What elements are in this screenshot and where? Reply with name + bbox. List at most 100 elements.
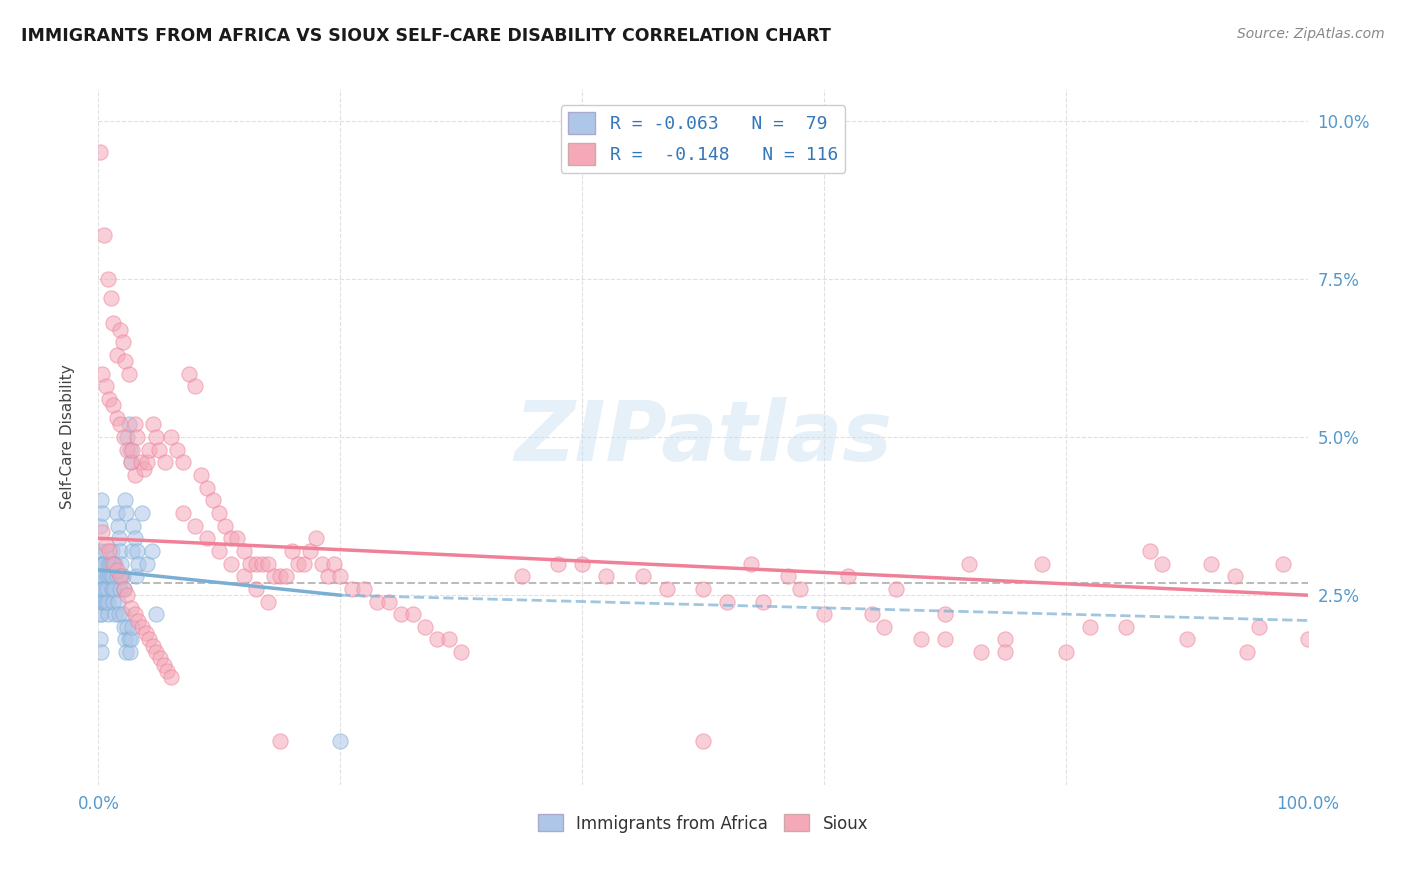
Point (287, 557, 309, 571)
Point (131, 506, 153, 520)
Point (100, 557, 122, 571)
Point (108, 322, 131, 336)
Point (105, 506, 128, 520)
Point (93, 557, 115, 571)
Point (125, 569, 148, 583)
Point (124, 531, 146, 545)
Point (105, 569, 128, 583)
Point (91, 557, 114, 571)
Point (100, 569, 122, 583)
Point (94, 538, 117, 552)
Point (141, 544, 163, 558)
Point (105, 563, 128, 577)
Point (89, 145, 111, 160)
Point (135, 626, 157, 640)
Point (105, 411, 128, 425)
Point (1249, 620, 1271, 634)
Point (886, 582, 908, 596)
Point (172, 506, 194, 520)
Point (97, 607, 120, 622)
Point (752, 594, 775, 608)
Point (91, 524, 114, 539)
Point (118, 417, 141, 432)
Point (89, 588, 111, 602)
Point (114, 493, 136, 508)
Point (93, 594, 115, 608)
Point (90, 575, 112, 590)
Point (118, 442, 141, 457)
Point (108, 582, 131, 596)
Point (103, 557, 125, 571)
Point (1223, 569, 1246, 583)
Point (145, 645, 167, 659)
Point (101, 316, 124, 330)
Point (145, 607, 167, 622)
Point (269, 569, 291, 583)
Point (1031, 557, 1053, 571)
Point (239, 557, 262, 571)
Point (108, 544, 131, 558)
Text: IMMIGRANTS FROM AFRICA VS SIOUX SELF-CARE DISABILITY CORRELATION CHART: IMMIGRANTS FROM AFRICA VS SIOUX SELF-CAR… (21, 27, 831, 45)
Point (655, 582, 678, 596)
Point (89, 607, 111, 622)
Point (121, 442, 143, 457)
Point (1272, 557, 1295, 571)
Point (98, 569, 121, 583)
Point (117, 430, 139, 444)
Point (121, 620, 143, 634)
Point (1152, 557, 1174, 571)
Point (179, 367, 201, 381)
Point (91, 506, 114, 520)
Point (305, 531, 328, 545)
Point (402, 607, 425, 622)
Point (120, 632, 142, 647)
Point (131, 620, 153, 634)
Point (90, 645, 112, 659)
Point (547, 557, 569, 571)
Point (195, 481, 218, 495)
Point (118, 645, 141, 659)
Point (97, 272, 120, 286)
Point (970, 645, 993, 659)
Point (127, 430, 149, 444)
Point (692, 582, 714, 596)
Point (89, 518, 111, 533)
Point (127, 614, 149, 628)
Point (118, 632, 141, 647)
Point (184, 379, 207, 393)
Point (101, 557, 124, 571)
Point (1296, 632, 1319, 647)
Point (281, 544, 304, 558)
Point (127, 544, 149, 558)
Point (994, 632, 1017, 647)
Point (134, 461, 156, 475)
Point (413, 620, 436, 634)
Point (120, 455, 142, 469)
Point (299, 544, 322, 558)
Point (156, 664, 179, 678)
Point (101, 399, 124, 413)
Point (1139, 544, 1161, 558)
Point (124, 607, 146, 622)
Point (994, 645, 1017, 659)
Point (716, 594, 738, 608)
Point (510, 569, 533, 583)
Point (104, 607, 127, 622)
Point (184, 518, 207, 533)
Point (138, 442, 160, 457)
Point (776, 569, 799, 583)
Point (98, 392, 121, 406)
Point (114, 632, 136, 647)
Point (934, 632, 956, 647)
Point (124, 417, 146, 432)
Point (98, 557, 121, 571)
Point (120, 600, 142, 615)
Point (256, 557, 278, 571)
Point (98, 544, 121, 558)
Point (195, 531, 218, 545)
Point (117, 588, 139, 602)
Point (91, 594, 114, 608)
Point (149, 651, 172, 665)
Point (202, 493, 225, 508)
Point (1175, 632, 1198, 647)
